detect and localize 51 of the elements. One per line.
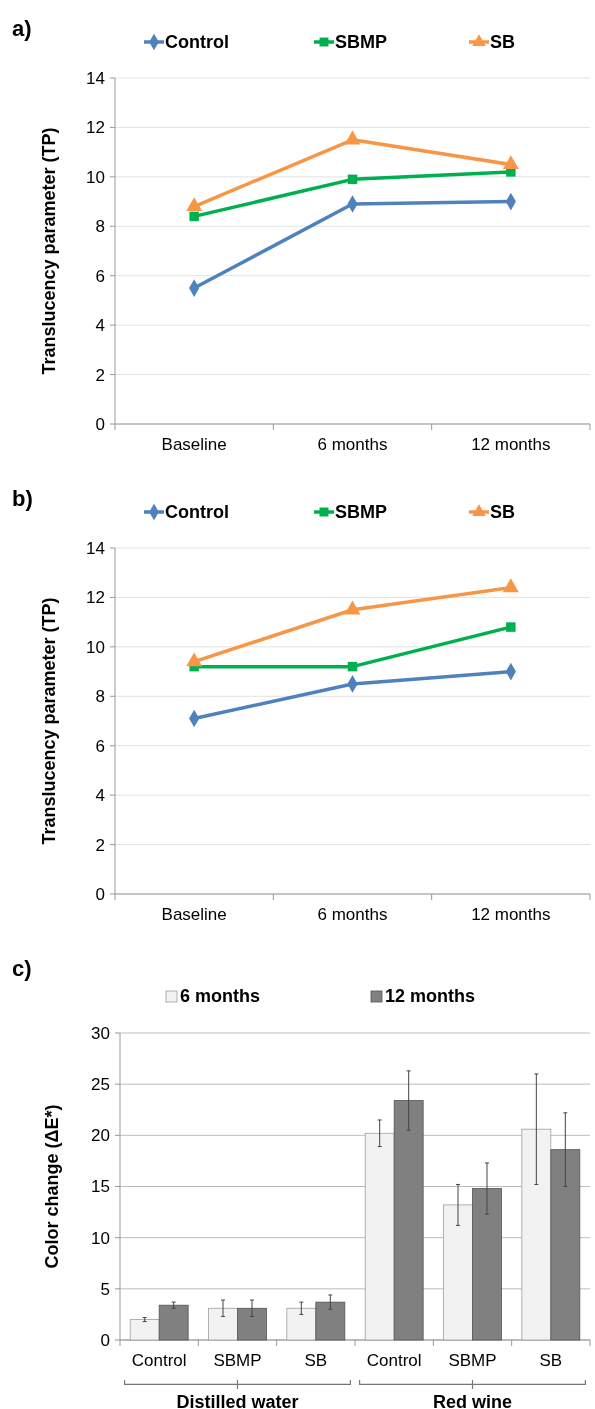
legend-label: SB bbox=[490, 32, 516, 52]
y-tick-label: 2 bbox=[95, 835, 105, 855]
y-tick-label: 4 bbox=[95, 786, 105, 806]
y-tick-label: 0 bbox=[95, 884, 105, 904]
y-tick-label: 8 bbox=[95, 217, 105, 237]
y-tick-label: 6 bbox=[95, 736, 105, 756]
y-tick-label: 10 bbox=[91, 1228, 110, 1248]
x-tick-label: Baseline bbox=[161, 905, 227, 924]
y-tick-label: 14 bbox=[86, 538, 105, 558]
y-tick-label: 6 bbox=[95, 266, 105, 286]
legend-label: 12 months bbox=[385, 986, 476, 1006]
y-tick-label: 4 bbox=[95, 316, 105, 336]
y-tick-label: 30 bbox=[91, 1023, 110, 1043]
chart-title: c) bbox=[12, 956, 32, 981]
y-tick-label: 12 bbox=[86, 118, 105, 138]
legend-label: SBMP bbox=[335, 502, 388, 522]
y-tick-label: 10 bbox=[86, 167, 105, 187]
y-axis-title: Color change (ΔE*) bbox=[42, 1104, 62, 1269]
legend-label: Control bbox=[165, 502, 229, 522]
y-tick-label: 12 bbox=[86, 588, 105, 608]
x-tick-label: 6 months bbox=[317, 435, 388, 454]
chart-title: a) bbox=[12, 16, 32, 41]
legend-label: 6 months bbox=[180, 986, 261, 1006]
y-tick-label: 15 bbox=[91, 1177, 110, 1197]
x-tick-label: 12 months bbox=[471, 435, 551, 454]
text: Red wine bbox=[432, 1392, 513, 1409]
y-axis-title: Translucency parameter (TP) bbox=[39, 127, 59, 375]
x-tick-label: 6 months bbox=[317, 905, 388, 924]
x-tick-label: SB bbox=[539, 1351, 563, 1370]
x-tick-label: SBMP bbox=[448, 1351, 497, 1370]
y-tick-label: 2 bbox=[95, 365, 105, 385]
y-tick-label: 0 bbox=[100, 1330, 110, 1350]
x-tick-label: SBMP bbox=[213, 1351, 262, 1370]
x-tick-label: Control bbox=[131, 1351, 187, 1370]
x-tick-label: SB bbox=[304, 1351, 328, 1370]
text: Distilled water bbox=[176, 1392, 299, 1409]
x-tick-label: Control bbox=[366, 1351, 422, 1370]
legend-label: Control bbox=[165, 32, 229, 52]
y-tick-label: 0 bbox=[95, 414, 105, 434]
y-tick-label: 20 bbox=[91, 1126, 110, 1146]
y-tick-label: 5 bbox=[100, 1279, 110, 1299]
chart-title: b) bbox=[12, 486, 33, 511]
legend-label: SB bbox=[490, 502, 516, 522]
y-tick-label: 25 bbox=[91, 1075, 110, 1095]
y-tick-label: 8 bbox=[95, 687, 105, 707]
legend-label: SBMP bbox=[335, 32, 388, 52]
y-axis-title: Translucency parameter (TP) bbox=[39, 597, 59, 845]
y-tick-label: 10 bbox=[86, 637, 105, 657]
x-tick-label: 12 months bbox=[471, 905, 551, 924]
x-tick-label: Baseline bbox=[161, 435, 227, 454]
y-tick-label: 14 bbox=[86, 68, 105, 88]
